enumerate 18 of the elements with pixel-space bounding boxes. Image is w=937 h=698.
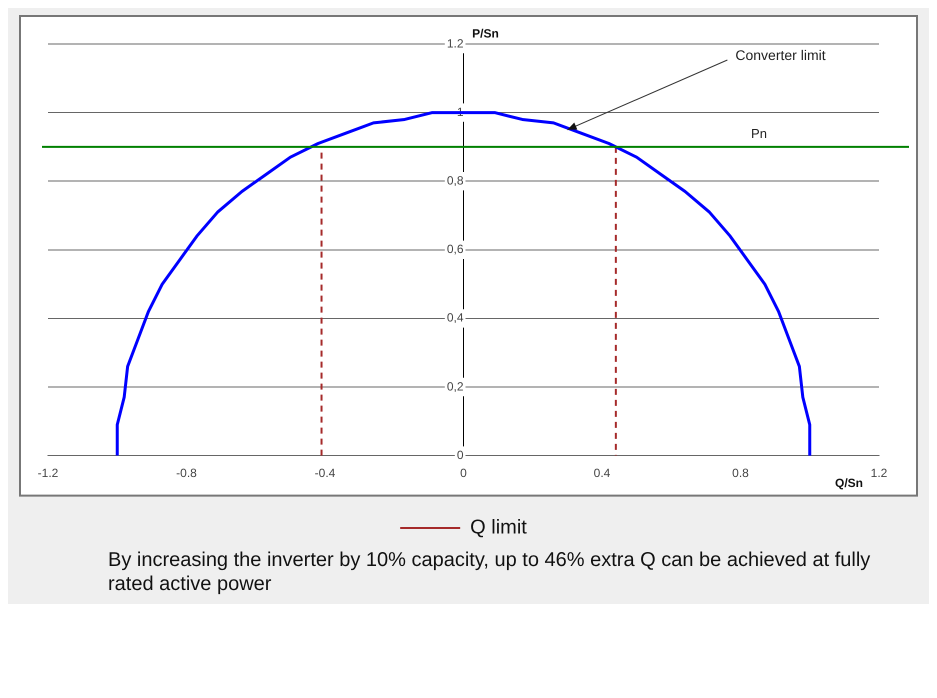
x-tick-label: -1.2 [38, 466, 59, 480]
x-axis-title: Q/Sn [834, 476, 863, 490]
y-tick-label: 0,4 [446, 310, 464, 325]
x-tick-label: 0.8 [732, 466, 750, 480]
y-tick-label: 0 [456, 448, 464, 462]
annotation: Converter limit [735, 46, 826, 63]
x-tick-label: 1.2 [870, 466, 888, 480]
x-tick-label: 0.4 [594, 466, 611, 480]
y-axis-title: P/Sn [472, 26, 499, 40]
ref-line-label: Pn [751, 126, 767, 141]
y-tick-label: 1.2 [446, 36, 464, 50]
y-tick-label: 0,2 [446, 379, 464, 394]
y-tick-label: 0,6 [446, 242, 464, 256]
text: By increasing the inverter by 10% capacity, up to 46% extra Q can be achieved at fully rated active power [107, 548, 872, 597]
y-tick-label: 0,8 [446, 174, 464, 188]
x-tick-label: -0.4 [314, 466, 336, 480]
legend-label: Q limit [470, 516, 528, 539]
x-tick-label: -0.8 [176, 466, 198, 480]
